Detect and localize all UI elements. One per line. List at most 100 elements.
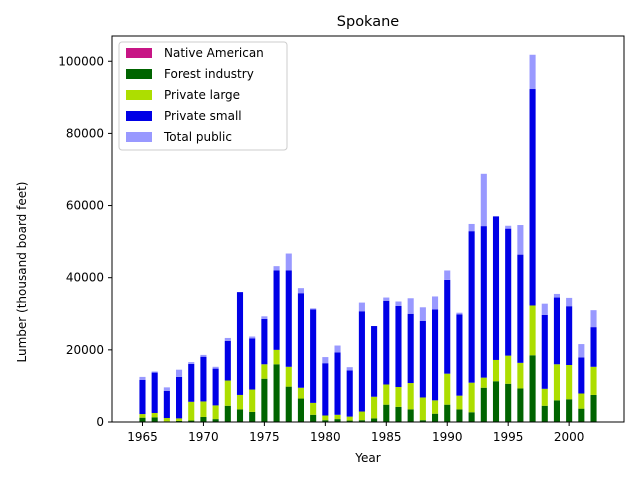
bar-total-public-2002 <box>590 310 597 328</box>
bar-private-large-1981 <box>334 414 341 420</box>
x-ticks: 1965 1970 1975 1980 1985 1990 1995 2000 <box>127 422 584 444</box>
bar-total-public-1990 <box>444 270 451 280</box>
bar-private-large-1972 <box>224 380 231 406</box>
bar-private-large-2000 <box>566 365 573 400</box>
bar-private-small-1977 <box>285 270 292 367</box>
bar-total-public-1987 <box>407 298 414 314</box>
bar-forest-industry-1971 <box>212 419 219 422</box>
bar-forest-industry-1987 <box>407 409 414 422</box>
bar-private-large-1974 <box>249 389 256 412</box>
bar-forest-industry-2002 <box>590 394 597 422</box>
legend-label-private-small: Private small <box>164 109 242 123</box>
bar-private-large-1988 <box>419 397 426 421</box>
bar-private-large-1992 <box>468 382 475 413</box>
bar-private-small-1992 <box>468 231 475 383</box>
bar-forest-industry-1985 <box>383 404 390 422</box>
x-tick-label: 1965 <box>127 430 158 444</box>
bar-total-public-1975 <box>261 316 268 319</box>
bar-total-public-1989 <box>432 296 439 310</box>
bar-private-small-1974 <box>249 338 256 390</box>
legend-swatch-total-public <box>126 132 152 142</box>
bar-forest-industry-1978 <box>297 398 304 422</box>
bar-forest-industry-1973 <box>236 409 244 422</box>
bar-private-small-1971 <box>212 368 219 406</box>
bar-total-public-1985 <box>383 297 390 301</box>
bar-private-small-1984 <box>371 326 378 397</box>
bar-total-public-1980 <box>322 357 329 364</box>
bar-private-large-2001 <box>578 393 585 409</box>
legend-swatch-private-large <box>126 90 152 100</box>
bar-forest-industry-1995 <box>505 383 512 422</box>
bar-total-public-1970 <box>200 354 207 357</box>
bar-forest-industry-1968 <box>176 420 183 422</box>
bar-private-large-1973 <box>236 394 244 410</box>
bar-private-large-1990 <box>444 373 451 405</box>
bar-private-large-1976 <box>273 349 280 365</box>
y-tick-label: 100000 <box>58 54 104 68</box>
bar-forest-industry-1980 <box>322 420 329 422</box>
legend: Native American Forest industry Private la… <box>118 41 288 151</box>
bar-private-small-1965 <box>139 379 146 415</box>
bar-total-public-1995 <box>505 225 512 229</box>
x-tick-label: 1985 <box>371 430 402 444</box>
x-tick-label: 1975 <box>249 430 280 444</box>
bar-private-small-2002 <box>590 327 597 367</box>
bar-total-public-1967 <box>163 387 170 391</box>
bar-forest-industry-2000 <box>566 399 573 422</box>
bar-forest-industry-1986 <box>395 406 402 422</box>
bar-forest-industry-1982 <box>346 420 353 422</box>
bar-forest-industry-1969 <box>188 420 195 422</box>
bar-private-large-1997 <box>529 305 536 356</box>
bar-forest-industry-1984 <box>371 418 378 422</box>
bar-forest-industry-1981 <box>334 419 341 422</box>
bar-private-large-1966 <box>151 412 158 418</box>
bar-private-small-1970 <box>200 356 207 402</box>
y-tick-label: 20000 <box>66 343 104 357</box>
bar-private-large-1971 <box>212 405 219 420</box>
bar-private-large-1991 <box>456 395 463 410</box>
bar-private-small-1968 <box>176 376 183 419</box>
bar-total-public-1976 <box>273 266 280 271</box>
bar-private-large-1987 <box>407 383 414 410</box>
bar-private-large-1995 <box>505 355 512 384</box>
bar-forest-industry-1997 <box>529 355 536 422</box>
bar-forest-industry-1998 <box>541 405 548 422</box>
bar-forest-industry-1994 <box>492 381 500 422</box>
bar-private-large-1968 <box>176 418 183 421</box>
bar-private-large-1975 <box>261 364 268 379</box>
bar-private-large-1989 <box>432 400 439 414</box>
y-tick-label: 80000 <box>66 126 104 140</box>
bar-total-public-1979 <box>310 308 317 310</box>
bar-forest-industry-1966 <box>151 417 158 422</box>
x-tick-label: 1980 <box>310 430 341 444</box>
bar-private-large-1978 <box>297 387 304 399</box>
bar-private-small-1972 <box>224 340 231 381</box>
bar-private-large-2002 <box>590 366 597 395</box>
bar-forest-industry-1972 <box>224 405 231 422</box>
bar-private-small-1975 <box>261 318 268 365</box>
bar-private-small-1989 <box>432 309 439 401</box>
bar-forest-industry-1990 <box>444 404 451 422</box>
bar-private-small-1996 <box>517 254 524 363</box>
bar-private-small-1986 <box>395 305 402 388</box>
legend-label-total-public: Total public <box>163 130 232 144</box>
x-tick-label: 1970 <box>188 430 219 444</box>
bar-private-large-1986 <box>395 387 402 407</box>
bar-total-public-1996 <box>517 225 524 255</box>
bar-private-small-1966 <box>151 372 158 413</box>
bar-total-public-1965 <box>139 376 146 380</box>
x-tick-label: 2000 <box>554 430 585 444</box>
bar-total-public-1972 <box>224 337 231 341</box>
legend-label-private-large: Private large <box>164 88 240 102</box>
bar-total-public-1968 <box>176 369 183 377</box>
bar-forest-industry-1975 <box>261 378 268 422</box>
bar-private-large-1998 <box>541 388 548 406</box>
bar-total-public-1978 <box>297 288 304 294</box>
bar-private-small-1981 <box>334 352 341 415</box>
bar-private-small-1985 <box>383 300 390 385</box>
bar-total-public-1982 <box>346 367 353 371</box>
bar-total-public-1983 <box>358 302 365 312</box>
bar-total-public-2000 <box>566 297 573 307</box>
bar-private-small-1969 <box>188 363 195 402</box>
